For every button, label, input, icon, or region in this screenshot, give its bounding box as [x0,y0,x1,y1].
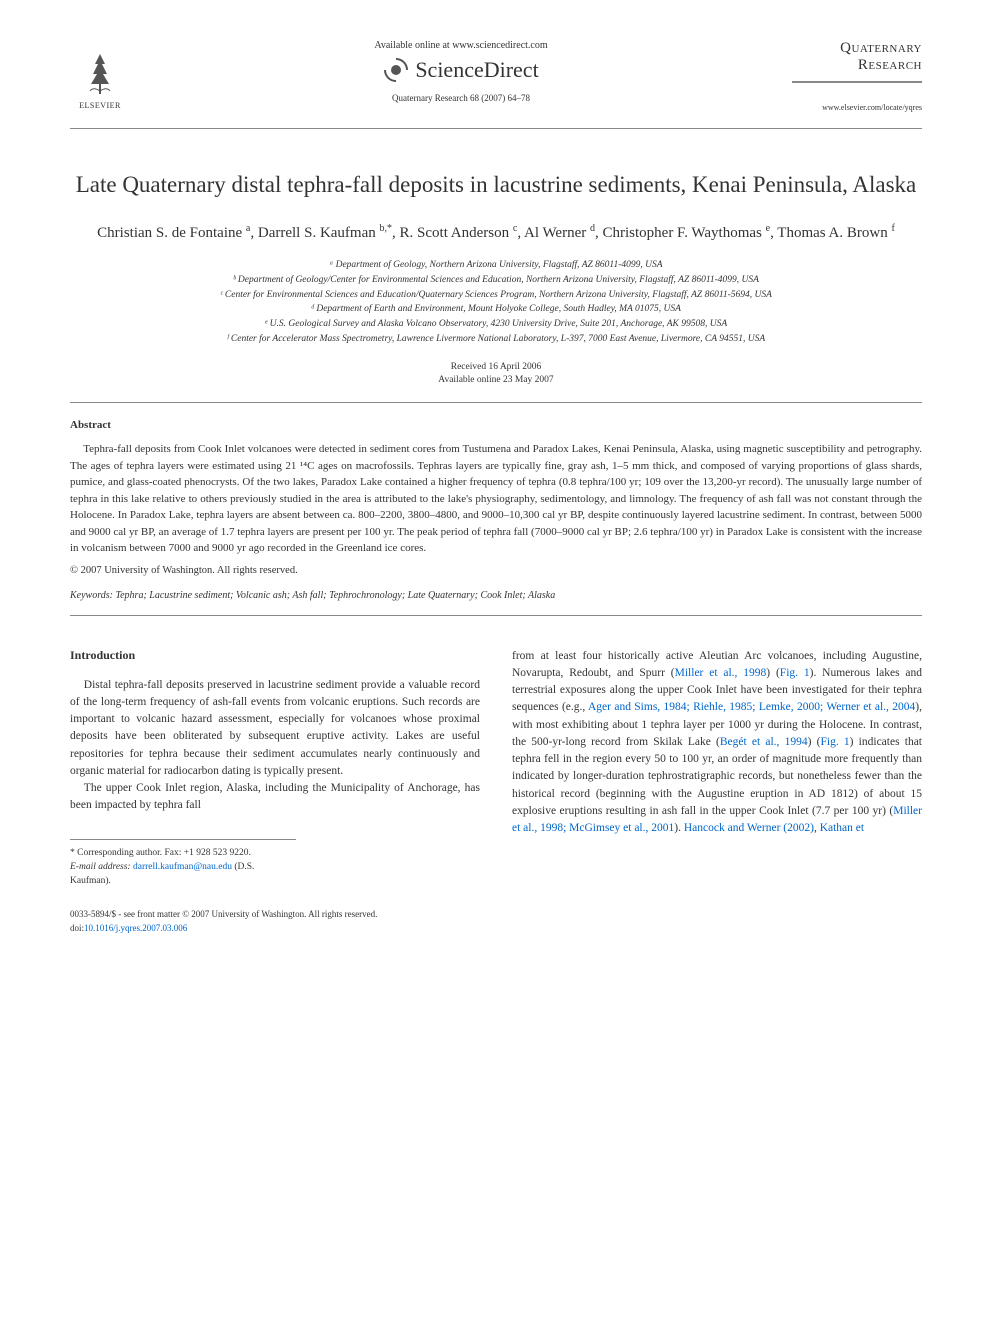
abstract-body: Tephra-fall deposits from Cook Inlet vol… [70,441,922,557]
corr-email-link[interactable]: darrell.kaufman@nau.edu [133,862,232,872]
affiliation-list: ᵃ Department of Geology, Northern Arizon… [70,258,922,346]
intro-para-1: Distal tephra-fall deposits preserved in… [70,677,480,781]
front-matter-line: 0033-5894/$ - see front matter © 2007 Un… [70,908,922,922]
corr-fax: * Corresponding author. Fax: +1 928 523 … [70,846,296,860]
article-title: Late Quaternary distal tephra-fall depos… [70,169,922,200]
available-online-text: Available online at www.sciencedirect.co… [374,40,547,51]
journal-name: Quaternary Research [792,40,922,83]
sciencedirect-logo: ScienceDirect [383,57,538,83]
doi-label: doi: [70,923,84,933]
elsevier-tree-icon [75,49,125,99]
journal-url: www.elsevier.com/locate/yqres [822,103,922,112]
journal-logo-block: Quaternary Research www.elsevier.com/loc… [792,40,922,112]
sciencedirect-text: ScienceDirect [415,57,538,83]
available-online-date: Available online 23 May 2007 [70,374,922,388]
keywords-line: Keywords: Tephra; Lacustrine sediment; V… [70,590,922,601]
section-rule [70,615,922,616]
intro-para-2: The upper Cook Inlet region, Alaska, inc… [70,780,480,815]
journal-name-line2: Research [858,57,922,73]
keywords-label: Keywords: [70,590,113,601]
text-run: ) indicates that tephra fell in the regi… [512,736,922,817]
journal-header: ELSEVIER Available online at www.science… [70,40,922,129]
abstract-heading: Abstract [70,419,922,431]
keywords-text: Tephra; Lacustrine sediment; Volcanic as… [113,590,555,601]
text-run: ) ( [808,736,821,748]
right-column: from at least four historically active A… [512,648,922,889]
author-list: Christian S. de Fontaine a, Darrell S. K… [70,222,922,245]
citation-link[interactable]: Kathan et [820,822,864,834]
text-run: ). [674,822,684,834]
figure-link[interactable]: Fig. 1 [780,667,810,679]
journal-reference: Quaternary Research 68 (2007) 64–78 [392,93,530,103]
citation-link[interactable]: Ager and Sims, 1984; Riehle, 1985; Lemke… [588,701,915,713]
doi-line: doi:10.1016/j.yqres.2007.03.006 [70,922,922,936]
corresponding-author-footer: * Corresponding author. Fax: +1 928 523 … [70,839,296,889]
journal-name-line1: Quaternary [840,40,922,56]
abstract-copyright: © 2007 University of Washington. All rig… [70,565,922,576]
text-run: ) ( [766,667,780,679]
doi-link[interactable]: 10.1016/j.yqres.2007.03.006 [84,923,187,933]
elsevier-logo: ELSEVIER [70,40,130,110]
body-columns: Introduction Distal tephra-fall deposits… [70,648,922,889]
elsevier-label: ELSEVIER [79,101,121,110]
figure-link[interactable]: Fig. 1 [820,736,849,748]
intro-para-3: from at least four historically active A… [512,648,922,838]
received-date: Received 16 April 2006 [70,361,922,375]
email-label: E-mail address: [70,862,131,872]
introduction-heading: Introduction [70,648,480,663]
page-footer: 0033-5894/$ - see front matter © 2007 Un… [70,908,922,935]
sciencedirect-icon [383,57,409,83]
header-center: Available online at www.sciencedirect.co… [130,40,792,103]
citation-link[interactable]: Hancock and Werner (2002) [684,822,814,834]
article-dates: Received 16 April 2006 Available online … [70,361,922,389]
section-rule [70,402,922,403]
citation-link[interactable]: Begét et al., 1994 [720,736,808,748]
citation-link[interactable]: Miller et al., 1998 [675,667,767,679]
corr-email-line: E-mail address: darrell.kaufman@nau.edu … [70,860,296,889]
left-column: Introduction Distal tephra-fall deposits… [70,648,480,889]
